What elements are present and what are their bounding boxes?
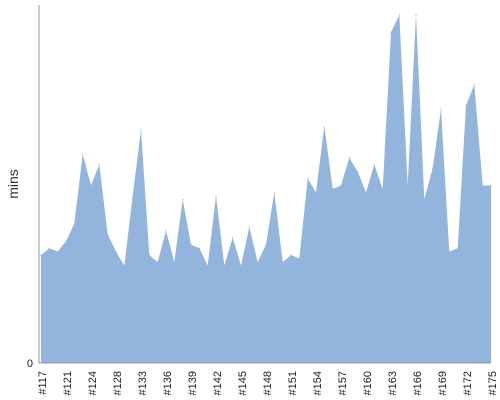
data-point [82, 153, 84, 155]
data-point [257, 261, 259, 263]
data-point [398, 14, 400, 16]
data-point [365, 191, 367, 194]
y-tick-label-zero: 0 [27, 358, 33, 370]
data-point [415, 14, 417, 16]
x-tick-label: #124 [87, 371, 99, 395]
data-point [223, 265, 225, 267]
data-point [107, 233, 109, 235]
data-point [248, 226, 250, 228]
data-point [448, 251, 450, 253]
data-point [423, 198, 425, 200]
data-point [482, 184, 484, 187]
x-tick-labels: #117 #121 #124 #128 #133 #136 #139 #142 #145 #148… [37, 371, 499, 395]
x-tick-label: #128 [112, 371, 124, 395]
data-point [140, 129, 142, 131]
x-tick-label: #163 [387, 371, 399, 395]
data-point [315, 191, 317, 194]
x-tick-label: #117 [37, 371, 49, 395]
data-point [182, 198, 184, 200]
data-point [432, 167, 434, 169]
data-point [40, 254, 42, 256]
x-tick-label: #157 [337, 371, 349, 395]
data-point [48, 247, 50, 249]
x-tick-label: #172 [462, 371, 474, 395]
data-point [273, 191, 275, 194]
y-axis-label: mins [5, 169, 21, 199]
data-point [148, 254, 150, 256]
data-point [282, 261, 284, 263]
data-point [173, 261, 175, 263]
data-point [132, 195, 134, 197]
data-point [207, 265, 209, 267]
data-point [307, 178, 309, 180]
data-point [457, 247, 459, 249]
x-tick-label: #151 [287, 371, 299, 395]
data-point [465, 104, 467, 107]
data-point [332, 188, 334, 190]
x-tick-label: #121 [62, 371, 74, 395]
data-point [407, 184, 409, 187]
data-point [382, 188, 384, 190]
x-tick-label: #166 [412, 371, 424, 395]
x-tick-label: #169 [437, 371, 449, 395]
data-point [298, 258, 300, 260]
data-point [473, 84, 475, 86]
x-tick-label: #133 [137, 371, 149, 395]
x-tick-label: #145 [237, 371, 249, 395]
data-point [157, 261, 159, 263]
data-point [348, 157, 350, 159]
data-point [123, 265, 125, 267]
data-point [65, 240, 67, 242]
x-tick-label: #136 [162, 371, 174, 395]
data-point [340, 184, 342, 187]
data-point [490, 184, 492, 187]
data-point [290, 254, 292, 256]
plot-area [40, 14, 492, 363]
x-tick-label: #175 [487, 371, 499, 395]
data-point [73, 223, 75, 225]
x-tick-label: #148 [262, 371, 274, 395]
x-tick-label: #139 [187, 371, 199, 395]
data-point [323, 125, 325, 127]
data-point [240, 265, 242, 267]
x-tick-label: #142 [212, 371, 224, 395]
data-point [190, 244, 192, 246]
data-point [115, 251, 117, 253]
data-point [373, 164, 375, 166]
data-point [390, 31, 392, 33]
data-point [440, 108, 442, 110]
data-point [232, 237, 234, 239]
data-point [165, 230, 167, 232]
x-tick-label: #154 [312, 371, 324, 395]
data-point [98, 164, 100, 166]
data-point [198, 247, 200, 249]
data-point [90, 184, 92, 187]
data-point [357, 171, 359, 173]
data-point [215, 195, 217, 197]
series-area [41, 15, 491, 363]
x-tick-label: #160 [362, 371, 374, 395]
data-point [265, 244, 267, 246]
data-point [57, 251, 59, 253]
